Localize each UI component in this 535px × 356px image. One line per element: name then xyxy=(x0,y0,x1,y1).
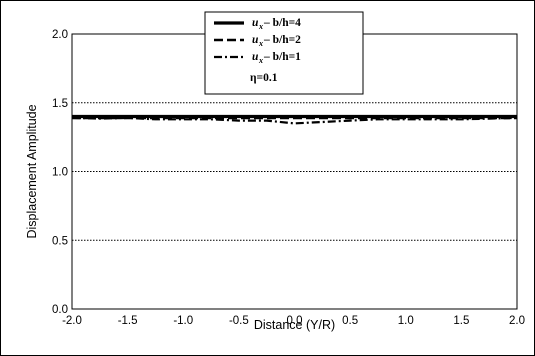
y-tick-label: 1.5 xyxy=(52,98,68,110)
x-axis-title: Distance (Y/R) xyxy=(254,318,335,332)
legend-label-sub: x xyxy=(258,39,263,48)
x-tick-label: 0.5 xyxy=(342,315,358,327)
x-tick-label: 1.0 xyxy=(398,315,414,327)
legend-label-text: – b/h=1 xyxy=(263,51,301,63)
y-axis-title: Displacement Amplitude xyxy=(25,104,39,238)
y-tick-label: 0.5 xyxy=(52,235,68,247)
legend-label-var: u xyxy=(252,17,259,29)
gridlines xyxy=(72,102,517,241)
series-line-3 xyxy=(71,116,518,125)
legend-label-sub: x xyxy=(258,56,263,65)
y-tick-label: 2.0 xyxy=(52,29,68,41)
legend-label-var: u xyxy=(252,34,259,46)
legend-label-var: u xyxy=(252,51,259,63)
series-lines xyxy=(71,114,518,125)
x-tick-label: -1.5 xyxy=(118,315,138,327)
y-tick-label: 1.0 xyxy=(52,167,68,179)
legend-label-sub: x xyxy=(258,22,263,31)
x-tick-label: 2.0 xyxy=(509,315,525,327)
x-tick-label: -1.0 xyxy=(173,315,193,327)
x-tick-label: 1.5 xyxy=(453,315,469,327)
legend-note: η=0.1 xyxy=(250,72,278,84)
legend-box xyxy=(204,11,364,95)
tick-labels: 0.0 0.5 1.0 1.5 2.0 -2.0 -1.5 -1.0 -0.5 0.0 0.5 1.0… xyxy=(52,29,525,327)
x-tick-label: -0.5 xyxy=(229,315,249,327)
x-tick-label: 0.0 xyxy=(287,315,303,327)
legend-label-text: – b/h=4 xyxy=(263,17,301,29)
legend-label-text: – b/h=2 xyxy=(263,34,301,46)
y-tick-label: 0.0 xyxy=(52,304,68,316)
x-tick-label: -2.0 xyxy=(62,315,82,327)
